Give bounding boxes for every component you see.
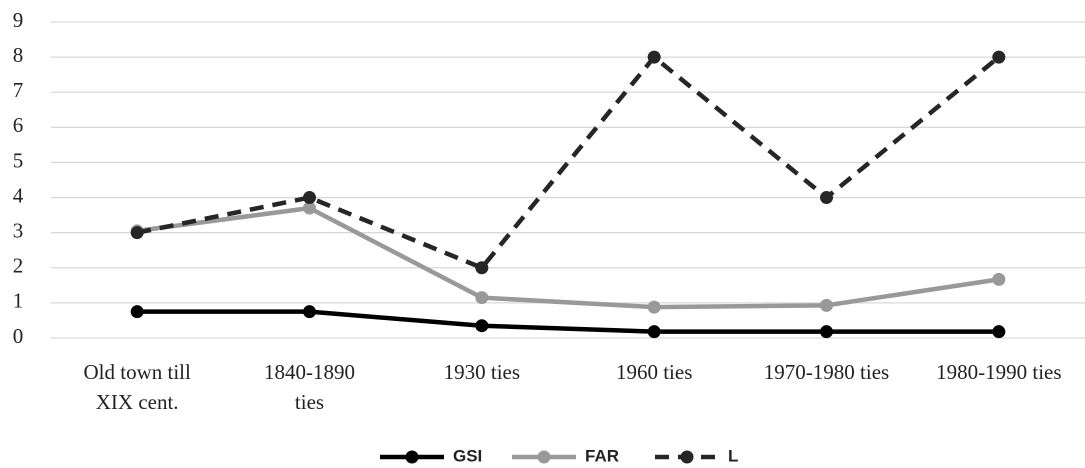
y-tick-label: 3 bbox=[13, 218, 24, 242]
data-point bbox=[303, 201, 316, 215]
x-tick-label: 1970-1980 ties bbox=[764, 360, 889, 384]
y-tick-label: 9 bbox=[13, 8, 24, 32]
y-tick-label: 2 bbox=[13, 254, 24, 278]
legend-marker bbox=[537, 450, 551, 464]
data-point bbox=[647, 300, 661, 314]
data-point bbox=[820, 298, 833, 312]
y-tick-label: 4 bbox=[13, 183, 24, 207]
legend-label: GSI bbox=[453, 446, 482, 465]
data-point bbox=[992, 50, 1006, 64]
y-tick-label: 7 bbox=[13, 78, 24, 102]
x-tick-label: Old town till XIX cent. bbox=[83, 360, 191, 414]
data-point bbox=[820, 191, 833, 205]
legend-label: FAR bbox=[585, 446, 619, 465]
x-tick-label: 1930 ties bbox=[444, 360, 520, 384]
y-tick-label: 1 bbox=[13, 289, 24, 313]
y-tick-label: 6 bbox=[13, 113, 24, 137]
data-point bbox=[130, 226, 144, 240]
x-tick-label: 1960 ties bbox=[616, 360, 692, 384]
data-point bbox=[475, 291, 489, 305]
data-point bbox=[992, 325, 1006, 339]
x-tick-label: 1980-1990 ties bbox=[936, 360, 1061, 384]
data-point bbox=[820, 325, 833, 339]
series-line bbox=[137, 309, 999, 334]
series-line bbox=[136, 53, 1001, 271]
legend-label: L bbox=[728, 446, 738, 465]
data-point bbox=[992, 272, 1006, 286]
x-tick-label: 1840-1890 ties bbox=[264, 360, 355, 414]
legend-marker bbox=[680, 450, 694, 464]
data-point bbox=[647, 50, 661, 64]
y-tick-label: 0 bbox=[13, 324, 24, 348]
data-point bbox=[303, 191, 316, 205]
series-line bbox=[136, 205, 1000, 310]
data-point bbox=[303, 305, 316, 319]
y-tick-label: 8 bbox=[13, 43, 24, 67]
data-point bbox=[475, 261, 489, 275]
y-tick-label: 5 bbox=[13, 148, 24, 172]
data-point bbox=[130, 305, 144, 319]
data-point bbox=[475, 319, 489, 333]
data-point bbox=[647, 325, 661, 339]
legend-marker bbox=[405, 450, 419, 464]
